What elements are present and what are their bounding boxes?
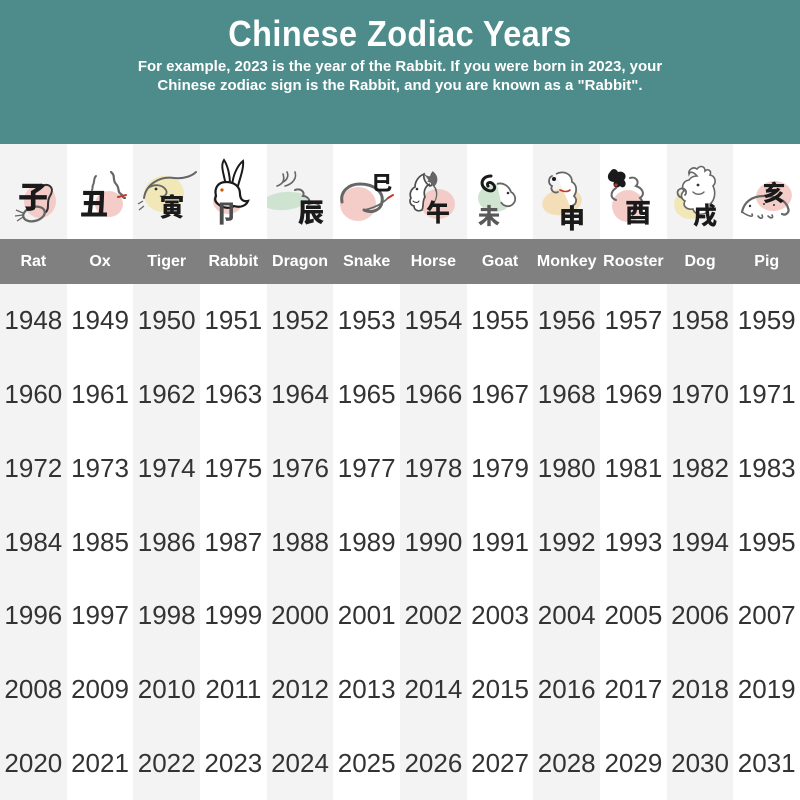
svg-text:未: 未 <box>478 199 500 231</box>
svg-text:申: 申 <box>559 199 585 236</box>
svg-text:丑: 丑 <box>80 183 108 223</box>
svg-text:卩: 卩 <box>214 194 238 229</box>
svg-text:子: 子 <box>18 173 48 217</box>
svg-text:戌: 戌 <box>693 196 717 231</box>
svg-text:巳: 巳 <box>372 167 392 196</box>
svg-text:辰: 辰 <box>298 193 324 230</box>
svg-text:酉: 酉 <box>625 193 651 230</box>
svg-text:亥: 亥 <box>763 176 785 208</box>
svg-text:午: 午 <box>426 193 450 228</box>
svg-text:寅: 寅 <box>159 188 184 224</box>
